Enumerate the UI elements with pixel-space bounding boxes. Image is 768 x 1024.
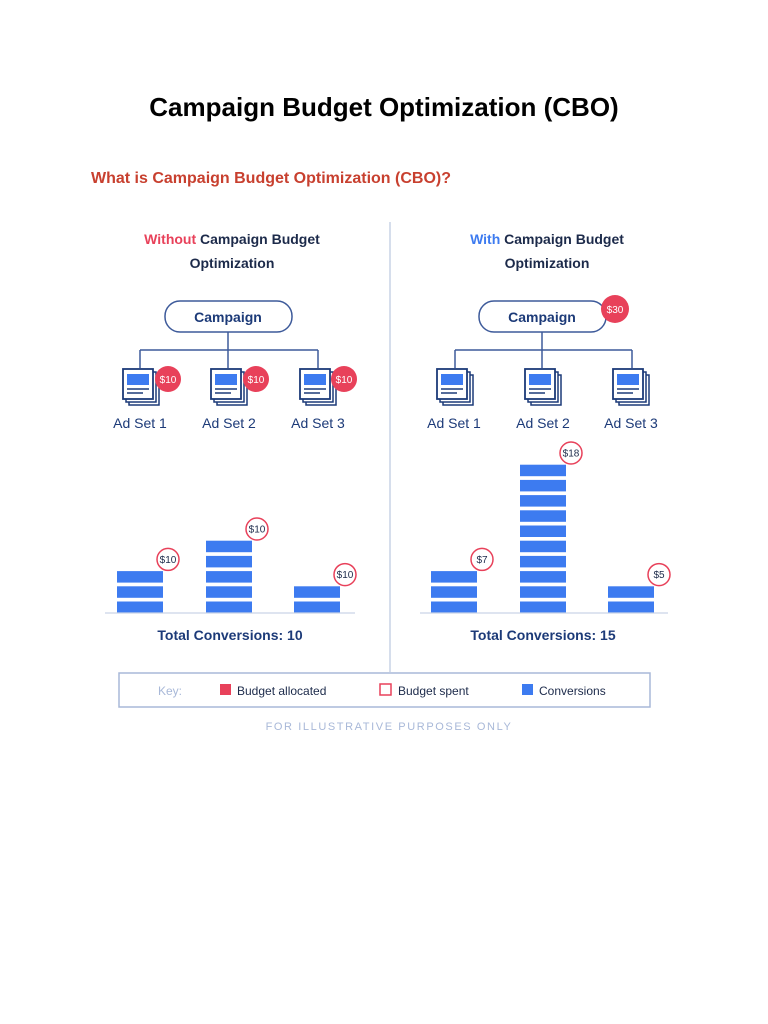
- right-adset2-conversion-bar: [520, 586, 566, 598]
- section-subtitle: What is Campaign Budget Optimization (CB…: [91, 170, 451, 187]
- left-total-conversions: Total Conversions: 10: [157, 627, 302, 643]
- budget-spent-key-icon: [379, 683, 392, 696]
- right-tree-connectors: [454, 332, 633, 368]
- right-adset2-conversion-bar: [520, 464, 566, 477]
- right-adset2-conversion-bar: [520, 601, 566, 613]
- right-adset1-conversion-bar: [431, 571, 477, 583]
- right-adset2-conversion-bar: [520, 479, 566, 492]
- key-item-conversions: Conversions: [539, 684, 606, 698]
- right-adset2-conversion-bar: [520, 510, 566, 522]
- budget-allocated-key-icon: [220, 684, 231, 695]
- left-adset2-allocated: $10: [248, 375, 265, 386]
- left-adset3-allocated: $10: [336, 375, 353, 386]
- left-adset3-icon: [299, 368, 337, 406]
- right-adset1-conversion-bar: [431, 586, 477, 598]
- right-adset2-spent-label: $18: [563, 449, 580, 460]
- right-adset1-label: Ad Set 1: [427, 415, 481, 431]
- left-adset1-icon: [122, 368, 160, 406]
- right-adset2-conversion-bar: [520, 571, 566, 583]
- right-heading-line1: With Campaign Budget: [470, 231, 624, 247]
- left-adset2-conversion-bar: [206, 601, 252, 613]
- left-adset2-allocated-badge: [243, 366, 269, 392]
- left-adset2-icon: [210, 368, 248, 406]
- left-adset2-conversion-bar: [206, 586, 252, 598]
- right-adset1-spent-label: $7: [476, 555, 488, 566]
- left-heading-line1: Without Campaign Budget: [144, 231, 320, 247]
- right-adset2-spent-badge: [559, 441, 583, 465]
- left-adset2-spent-badge: [245, 517, 269, 541]
- right-adset2-conversion-bar: [520, 555, 566, 568]
- right-campaign-label: Campaign: [508, 309, 576, 325]
- left-adset2-spent-label: $10: [249, 525, 266, 536]
- left-adset2-conversion-bar: [206, 571, 252, 583]
- left-adset1-allocated: $10: [160, 375, 177, 386]
- left-conversion-bars: $10 $10 $10: [117, 517, 357, 613]
- left-adset3-conversion-bar: [294, 586, 340, 598]
- right-adset1-conversion-bar: [431, 601, 477, 613]
- left-adset1-label: Ad Set 1: [113, 415, 167, 431]
- right-adset1-icon: [436, 368, 474, 406]
- right-heading-line2: Optimization: [505, 255, 590, 271]
- key-item-budget-spent: Budget spent: [398, 684, 469, 698]
- left-adset1-conversion-bar: [117, 601, 163, 613]
- conversions-key-icon: [522, 684, 533, 695]
- left-adset1-spent-label: $10: [160, 555, 177, 566]
- left-tree-connectors: [139, 332, 319, 368]
- key-item-budget-allocated: Budget allocated: [237, 684, 326, 698]
- right-adset2-label: Ad Set 2: [516, 415, 570, 431]
- left-adset3-spent-badge: [333, 562, 357, 587]
- left-campaign-label: Campaign: [194, 309, 262, 325]
- left-adset2-conversion-bar: [206, 540, 252, 553]
- right-adset2-conversion-bar: [520, 540, 566, 553]
- left-adset1-conversion-bar: [117, 571, 163, 583]
- left-adset2-label: Ad Set 2: [202, 415, 256, 431]
- left-adset1-allocated-badge: [155, 366, 181, 392]
- key-label: Key:: [158, 684, 182, 698]
- right-campaign-budget-badge: [601, 295, 629, 323]
- right-adset3-conversion-bar: [608, 601, 654, 613]
- left-adset3-conversion-bar: [294, 601, 340, 613]
- right-adset3-conversion-bar: [608, 586, 654, 598]
- left-adset1-conversion-bar: [117, 586, 163, 598]
- left-adset3-label: Ad Set 3: [291, 415, 345, 431]
- right-adset2-conversion-bar: [520, 495, 566, 507]
- right-adset2-conversion-bar: [520, 525, 566, 537]
- right-conversion-bars: $7 $18 $5: [431, 441, 671, 613]
- right-adset3-spent-label: $5: [653, 570, 665, 581]
- right-adset2-icon: [524, 368, 562, 406]
- left-adset3-spent-label: $10: [337, 570, 354, 581]
- right-adset1-spent-badge: [470, 547, 494, 572]
- left-heading-line2: Optimization: [190, 255, 275, 271]
- footnote: FOR ILLUSTRATIVE PURPOSES ONLY: [266, 721, 513, 733]
- right-adset3-icon: [612, 368, 650, 406]
- page-title: Campaign Budget Optimization (CBO): [149, 92, 619, 122]
- left-adset2-conversion-bar: [206, 555, 252, 568]
- right-adset3-spent-badge: [647, 562, 671, 587]
- left-adset1-spent-badge: [156, 547, 180, 572]
- left-adset3-allocated-badge: [331, 366, 357, 392]
- right-total-conversions: Total Conversions: 15: [470, 627, 615, 643]
- right-adset3-label: Ad Set 3: [604, 415, 658, 431]
- right-campaign-budget-label: $30: [607, 305, 624, 316]
